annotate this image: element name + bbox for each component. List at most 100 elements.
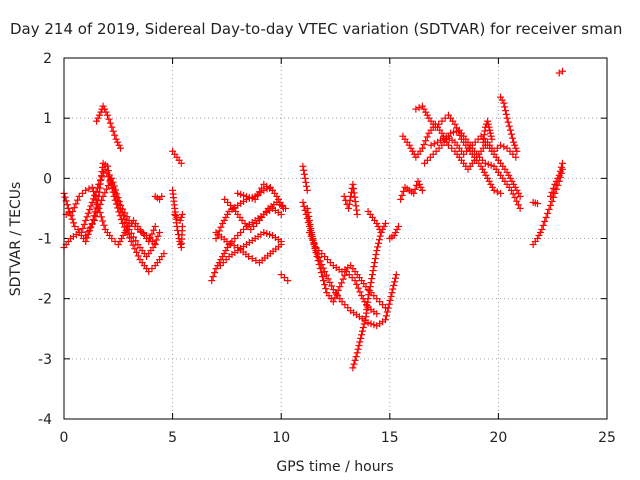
data-point bbox=[500, 99, 508, 107]
data-point bbox=[148, 230, 156, 238]
data-point bbox=[131, 245, 139, 253]
data-point bbox=[552, 177, 560, 185]
data-point bbox=[393, 225, 401, 233]
data-point bbox=[307, 232, 315, 240]
y-tick-label: 0 bbox=[43, 171, 52, 187]
data-point bbox=[109, 127, 117, 135]
data-point bbox=[505, 171, 513, 179]
data-point bbox=[156, 228, 164, 236]
data-point bbox=[504, 118, 512, 126]
data-point bbox=[358, 331, 366, 339]
data-point bbox=[381, 219, 389, 227]
data-point bbox=[373, 310, 381, 318]
data-point bbox=[117, 216, 125, 224]
data-point bbox=[438, 117, 446, 125]
data-point bbox=[480, 168, 488, 176]
data-point bbox=[513, 197, 521, 205]
data-point bbox=[305, 212, 313, 220]
data-point bbox=[220, 216, 228, 224]
data-point bbox=[114, 138, 122, 146]
data-point bbox=[542, 213, 550, 221]
data-point bbox=[134, 252, 142, 260]
data-point bbox=[503, 114, 511, 122]
data-point bbox=[354, 345, 362, 353]
data-point bbox=[397, 195, 405, 203]
data-point bbox=[381, 316, 389, 324]
data-point bbox=[353, 349, 361, 357]
data-point bbox=[365, 291, 373, 299]
data-point bbox=[381, 304, 389, 312]
data-point bbox=[306, 220, 314, 228]
data-point bbox=[304, 208, 312, 216]
data-point bbox=[508, 177, 516, 185]
data-point bbox=[420, 105, 428, 113]
data-point bbox=[387, 293, 395, 301]
data-point bbox=[444, 141, 452, 149]
data-point bbox=[383, 308, 391, 316]
data-point bbox=[269, 186, 277, 194]
data-point bbox=[418, 102, 426, 110]
data-point bbox=[360, 320, 368, 328]
y-tick-label: 2 bbox=[43, 51, 52, 67]
data-point bbox=[533, 235, 541, 242]
data-point bbox=[431, 123, 439, 131]
data-point bbox=[105, 115, 113, 123]
data-point bbox=[104, 182, 112, 190]
data-point bbox=[88, 183, 96, 191]
data-point bbox=[217, 223, 225, 231]
data-point bbox=[370, 263, 378, 271]
data-point bbox=[104, 167, 112, 175]
data-point bbox=[93, 117, 101, 125]
data-point bbox=[87, 202, 95, 210]
data-point bbox=[90, 188, 98, 196]
data-point bbox=[326, 278, 334, 286]
data-point bbox=[307, 224, 315, 232]
data-point bbox=[368, 271, 376, 279]
data-point bbox=[367, 279, 375, 287]
data-point bbox=[418, 186, 426, 194]
data-point bbox=[146, 234, 154, 242]
data-point bbox=[512, 144, 520, 152]
data-point bbox=[71, 222, 79, 230]
data-point bbox=[415, 104, 423, 112]
data-point bbox=[100, 221, 108, 229]
data-point bbox=[245, 253, 253, 261]
data-point bbox=[359, 324, 367, 332]
data-point bbox=[547, 201, 555, 209]
data-point bbox=[506, 174, 514, 182]
data-point bbox=[352, 353, 360, 361]
data-point bbox=[80, 220, 88, 228]
data-point bbox=[513, 147, 521, 155]
data-point bbox=[150, 226, 158, 234]
data-point bbox=[391, 274, 399, 282]
data-point bbox=[505, 122, 513, 130]
data-point bbox=[99, 217, 107, 225]
data-point bbox=[558, 159, 566, 167]
data-point bbox=[390, 231, 398, 239]
data-point bbox=[86, 206, 94, 214]
data-point bbox=[485, 123, 493, 131]
data-point bbox=[331, 294, 339, 302]
data-point bbox=[74, 225, 82, 233]
data-point bbox=[251, 195, 259, 203]
data-point bbox=[148, 265, 156, 273]
data-point bbox=[252, 257, 260, 265]
data-point bbox=[79, 224, 87, 232]
data-point bbox=[90, 216, 98, 224]
data-point bbox=[133, 248, 141, 256]
data-point bbox=[333, 290, 341, 298]
data-point bbox=[507, 186, 515, 194]
data-point bbox=[152, 236, 160, 244]
data-point bbox=[415, 180, 423, 188]
data-point bbox=[119, 231, 127, 239]
data-point bbox=[212, 235, 220, 242]
data-point bbox=[301, 174, 309, 182]
data-point bbox=[99, 102, 107, 110]
data-point bbox=[223, 244, 231, 252]
data-point bbox=[223, 210, 231, 218]
data-point bbox=[116, 212, 124, 220]
data-point bbox=[84, 209, 92, 217]
data-point bbox=[82, 216, 90, 224]
data-point bbox=[357, 334, 365, 342]
